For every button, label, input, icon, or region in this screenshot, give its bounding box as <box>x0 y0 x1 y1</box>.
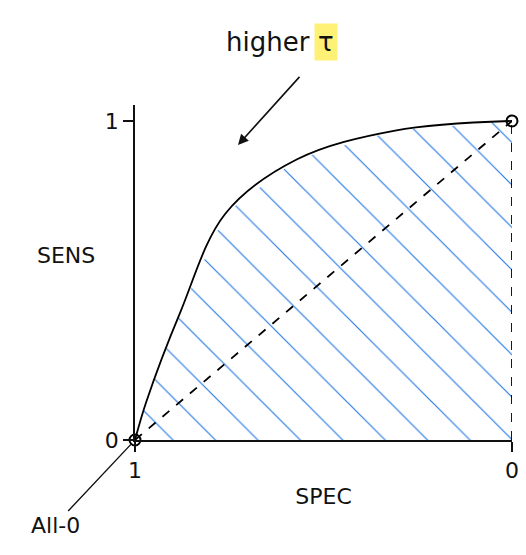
svg-text:1: 1 <box>128 458 142 483</box>
svg-text:τ: τ <box>318 27 334 57</box>
svg-text:All-0: All-0 <box>31 513 80 538</box>
svg-text:SPEC: SPEC <box>295 484 352 509</box>
svg-text:1: 1 <box>105 109 119 134</box>
svg-text:SENS: SENS <box>37 243 95 268</box>
svg-text:higher: higher <box>226 27 310 57</box>
svg-text:0: 0 <box>505 458 519 483</box>
svg-text:0: 0 <box>105 428 119 453</box>
